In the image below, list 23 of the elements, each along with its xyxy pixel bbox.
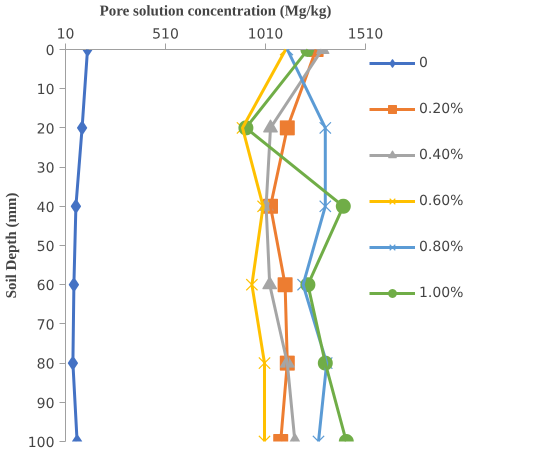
legend-label: 0.80% — [419, 239, 464, 255]
y-tick-label: 90 — [36, 396, 55, 412]
x-axis-title: Pore solution concentration (Mg/kg) — [100, 4, 332, 20]
legend-label: 0.60% — [419, 193, 464, 209]
legend-label: 0.20% — [419, 101, 464, 117]
y-tick-label: 100 — [28, 435, 55, 451]
y-tick-label: 60 — [36, 278, 55, 294]
y-tick-label: 80 — [36, 356, 55, 373]
x-tick-label: 1010 — [248, 26, 284, 42]
legend-label: 0 — [419, 55, 429, 71]
y-tick-label: 50 — [36, 239, 55, 255]
legend-label: 1.00% — [419, 285, 464, 301]
x-tick-label: 510 — [152, 26, 179, 42]
y-tick-label: 20 — [36, 121, 55, 138]
y-tick-label: 70 — [36, 317, 55, 334]
y-tick-label: 40 — [36, 200, 55, 216]
y-tick-label: 0 — [46, 43, 55, 59]
y-tick-label: 10 — [36, 82, 55, 98]
x-tick-label: 10 — [56, 26, 74, 42]
x-tick-label: 1510 — [348, 26, 384, 42]
y-tick-label: 30 — [36, 160, 55, 177]
y-axis-title: Soil Depth (mm) — [4, 192, 20, 298]
legend-label: 0.40% — [419, 147, 464, 163]
